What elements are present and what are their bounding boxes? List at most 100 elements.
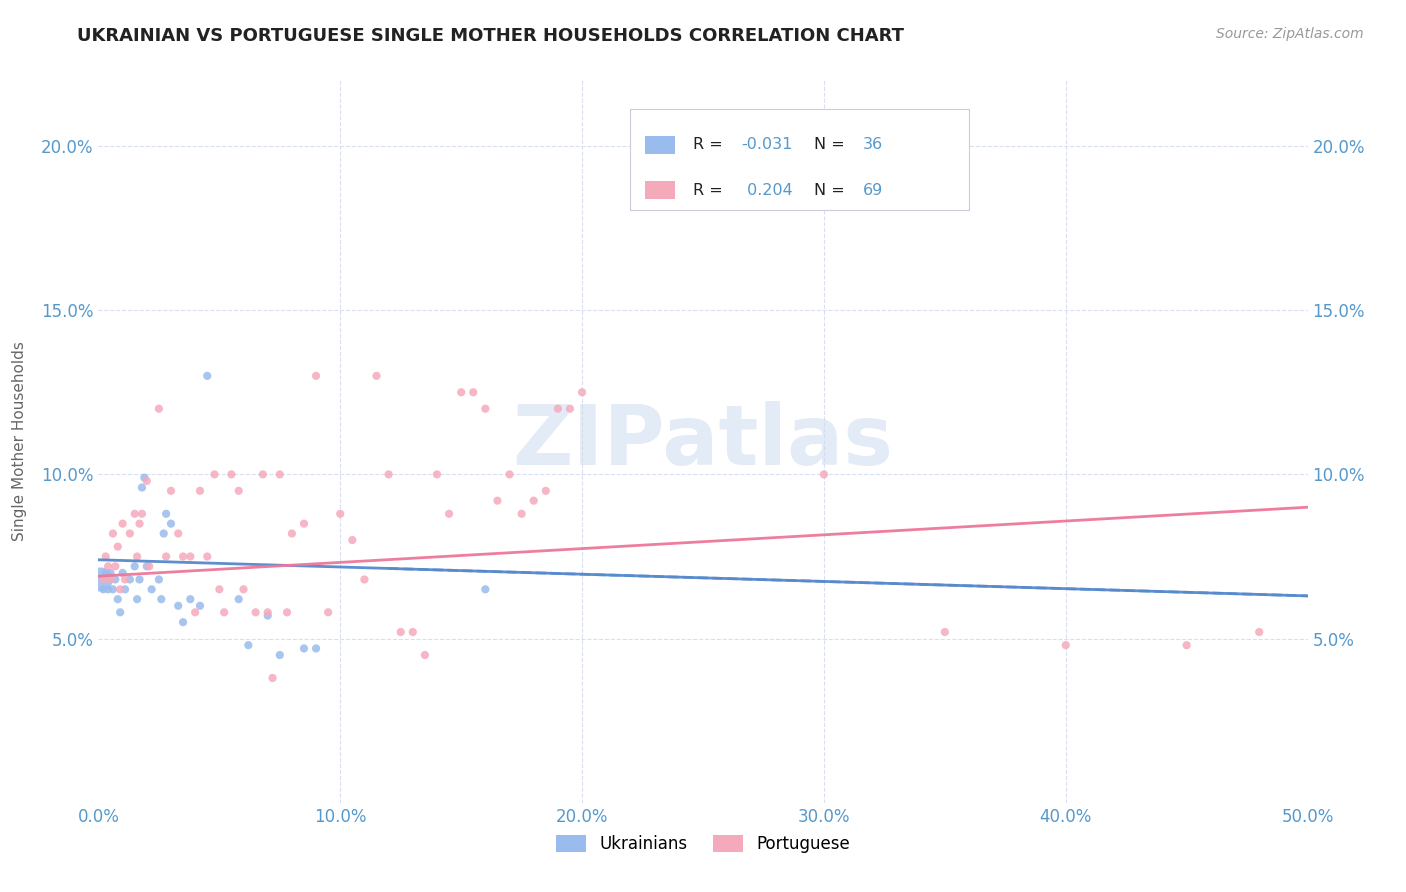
Point: [131, 481, 153, 495]
Text: R =: R =: [693, 183, 728, 198]
Point: [276, 605, 298, 619]
Point: [704, 165, 727, 179]
Point: [426, 467, 449, 482]
Text: 69: 69: [863, 183, 883, 198]
Point: [128, 516, 150, 531]
Point: [111, 516, 134, 531]
Point: [269, 467, 291, 482]
Y-axis label: Single Mother Households: Single Mother Households: [13, 342, 27, 541]
Point: [389, 625, 412, 640]
Point: [101, 582, 124, 597]
Point: [90, 573, 112, 587]
Point: [228, 483, 250, 498]
Point: [1175, 638, 1198, 652]
Point: [152, 526, 174, 541]
Point: [138, 559, 160, 574]
Point: [179, 592, 201, 607]
Point: [135, 474, 157, 488]
Point: [104, 573, 127, 587]
Point: [228, 592, 250, 607]
Point: [463, 385, 485, 400]
Point: [305, 641, 328, 656]
Point: [97, 559, 120, 574]
Point: [256, 608, 278, 623]
Point: [450, 385, 472, 400]
Point: [571, 385, 593, 400]
FancyBboxPatch shape: [630, 109, 969, 211]
Point: [269, 648, 291, 662]
Point: [204, 467, 226, 482]
Point: [262, 671, 284, 685]
Point: [510, 507, 533, 521]
Point: [208, 582, 231, 597]
Point: [172, 615, 194, 630]
Point: [118, 573, 141, 587]
Point: [413, 648, 436, 662]
Point: [813, 467, 835, 482]
Point: [377, 467, 399, 482]
Point: [131, 507, 153, 521]
Point: [232, 582, 254, 597]
Point: [195, 368, 218, 383]
Point: [155, 507, 177, 521]
Point: [547, 401, 569, 416]
Point: [97, 582, 120, 597]
Text: Source: ZipAtlas.com: Source: ZipAtlas.com: [1216, 27, 1364, 41]
Point: [148, 573, 170, 587]
Point: [150, 592, 173, 607]
Point: [108, 605, 131, 619]
Point: [91, 573, 114, 587]
Point: [128, 573, 150, 587]
Point: [934, 625, 956, 640]
Point: [252, 467, 274, 482]
Point: [94, 549, 117, 564]
FancyBboxPatch shape: [645, 181, 675, 199]
Point: [437, 507, 460, 521]
Point: [1054, 638, 1077, 652]
Point: [558, 401, 581, 416]
Legend: Ukrainians, Portuguese: Ukrainians, Portuguese: [550, 828, 856, 860]
Point: [167, 599, 190, 613]
Point: [486, 493, 509, 508]
Point: [316, 605, 339, 619]
Point: [127, 592, 149, 607]
Point: [134, 470, 156, 484]
Point: [534, 483, 557, 498]
Point: [104, 559, 127, 574]
Point: [155, 549, 177, 564]
Point: [256, 605, 278, 619]
Point: [1249, 625, 1271, 640]
Text: UKRAINIAN VS PORTUGUESE SINGLE MOTHER HOUSEHOLDS CORRELATION CHART: UKRAINIAN VS PORTUGUESE SINGLE MOTHER HO…: [77, 27, 904, 45]
FancyBboxPatch shape: [645, 136, 675, 153]
Text: 0.204: 0.204: [742, 183, 793, 198]
Point: [474, 401, 496, 416]
Point: [329, 507, 352, 521]
Point: [245, 605, 267, 619]
Point: [101, 526, 124, 541]
Point: [94, 566, 117, 580]
Point: [127, 549, 149, 564]
Point: [498, 467, 520, 482]
Point: [108, 582, 131, 597]
Point: [111, 566, 134, 580]
Point: [148, 401, 170, 416]
Point: [188, 483, 211, 498]
Text: ZIPatlas: ZIPatlas: [513, 401, 893, 482]
Point: [402, 625, 425, 640]
Point: [353, 573, 375, 587]
Point: [107, 592, 129, 607]
Point: [118, 526, 141, 541]
Point: [172, 549, 194, 564]
Point: [523, 493, 546, 508]
Point: [366, 368, 388, 383]
Point: [160, 483, 183, 498]
Point: [292, 641, 315, 656]
Text: R =: R =: [693, 137, 728, 152]
Point: [188, 599, 211, 613]
Point: [114, 573, 136, 587]
Text: 36: 36: [863, 137, 883, 152]
Point: [160, 516, 183, 531]
Point: [292, 516, 315, 531]
Point: [221, 467, 243, 482]
Point: [124, 559, 146, 574]
